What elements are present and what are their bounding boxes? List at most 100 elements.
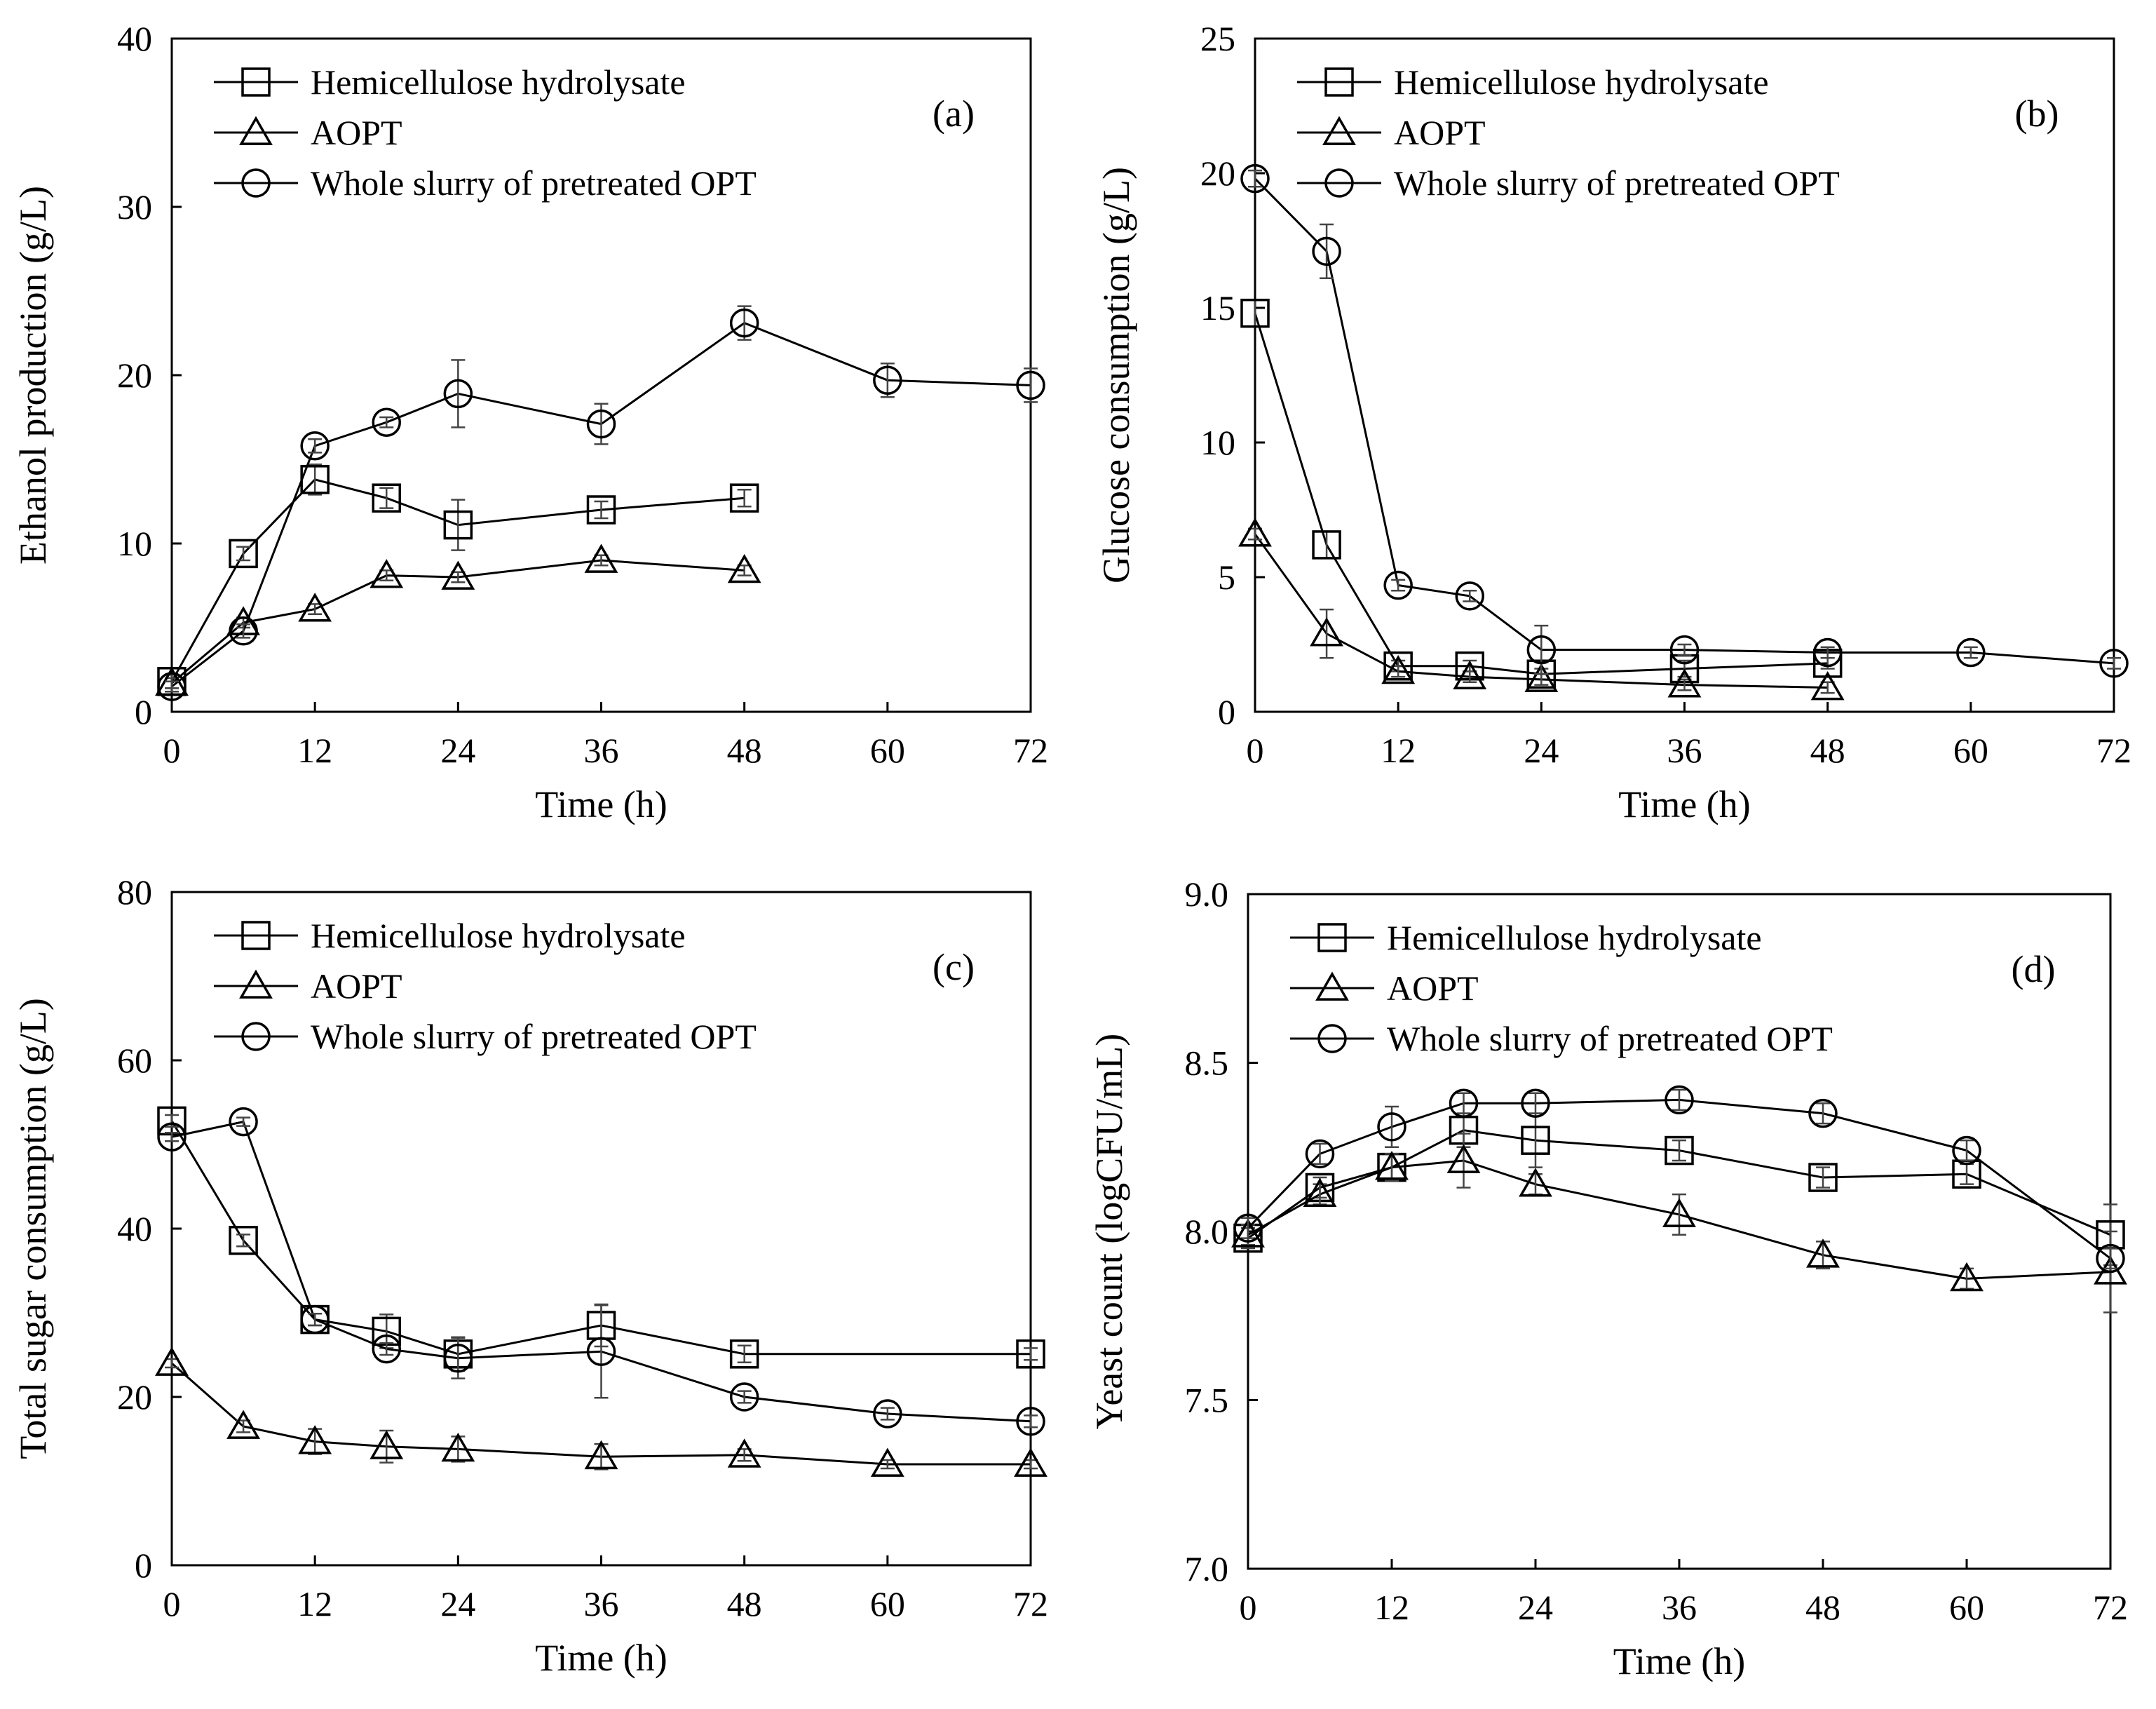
y-tick-label: 80: [117, 872, 152, 912]
data-point: [1240, 298, 1270, 328]
legend-marker: [241, 168, 271, 198]
data-point: [229, 1107, 258, 1137]
data-point: [1519, 1168, 1552, 1197]
data-point: [157, 1122, 187, 1151]
legend-entry: Hemicellulose hydrolysate: [311, 62, 686, 102]
legend-entry: Hemicellulose hydrolysate: [311, 916, 686, 955]
y-tick-label: 20: [117, 356, 152, 395]
x-tick-label: 60: [870, 731, 905, 770]
x-tick-label: 60: [1949, 1588, 1984, 1627]
panel-label: (b): [2015, 93, 2059, 135]
data-point: [372, 483, 401, 513]
legend-marker: [241, 1022, 271, 1051]
y-tick-label: 40: [117, 1209, 152, 1248]
x-tick-label: 0: [1240, 1588, 1257, 1627]
x-tick-label: 0: [163, 731, 181, 770]
data-point: [369, 1430, 404, 1459]
series-triangle: [1238, 518, 1845, 701]
data-point: [729, 1339, 759, 1369]
x-tick-label: 12: [1381, 731, 1416, 770]
data-point: [1956, 637, 1986, 668]
legend-entry: Whole slurry of pretreated OPT: [311, 1017, 757, 1056]
data-point: [300, 1304, 330, 1335]
y-axis-label: Yeast count (logCFU/mL): [1088, 1034, 1130, 1430]
y-tick-label: 15: [1200, 288, 1235, 327]
data-point: [1233, 1213, 1263, 1243]
data-point: [1446, 1144, 1481, 1173]
data-point: [226, 1410, 261, 1439]
data-point: [1377, 1112, 1406, 1142]
data-point: [155, 1346, 189, 1376]
y-tick-label: 40: [117, 19, 152, 58]
legend-marker: [239, 969, 273, 999]
legend-entry: Hemicellulose hydrolysate: [1394, 62, 1769, 102]
data-point: [1016, 1339, 1045, 1369]
x-axis-label: Time (h): [1613, 1640, 1746, 1682]
chart-panel-2: 0 12 24 36 48 60 72 0 5 10 15 20 25 Time (h) Glucose c…: [1095, 19, 2131, 825]
y-tick-label: 0: [135, 1546, 152, 1585]
data-point: [1665, 1085, 1694, 1115]
y-tick-label: 25: [1200, 19, 1235, 58]
y-tick-label: 0: [1218, 692, 1235, 731]
series-triangle: [155, 1346, 1048, 1477]
y-axis-label: Ethanol production (g/L): [12, 186, 54, 565]
data-point: [586, 495, 616, 525]
data-point: [443, 379, 473, 409]
data-point: [727, 553, 761, 583]
x-tick-label: 48: [1810, 731, 1845, 770]
x-tick-label: 48: [727, 1584, 762, 1623]
chart-panel-1: 0 12 24 36 48 60 72 0 10 20 30 40 Time (h) Ethanol pr…: [12, 19, 1048, 825]
y-tick-label: 20: [117, 1377, 152, 1417]
data-point: [1526, 635, 1557, 665]
plot-frame: [1254, 37, 2115, 713]
y-tick-label: 9.0: [1185, 874, 1229, 914]
chart-panel-3: 0 12 24 36 48 60 72 0 20 40 60 80 Time (h) Total suga…: [12, 872, 1048, 1679]
chart-panel-4: 0 12 24 36 48 60 72 7.0 7.5 8.0 8.5 9.0 Time (h) Yeas…: [1088, 874, 2128, 1682]
x-tick-label: 36: [584, 731, 619, 770]
data-point: [157, 672, 187, 701]
data-point: [584, 1440, 618, 1470]
legend-marker: [241, 921, 271, 950]
data-point: [584, 543, 618, 573]
legend: Hemicellulose hydrolysate AOPT Whole slurr…: [1297, 62, 1840, 203]
data-point: [1238, 518, 1272, 547]
data-point: [586, 409, 616, 439]
data-point: [1810, 670, 1845, 701]
x-tick-label: 0: [1247, 731, 1264, 770]
legend-entry: AOPT: [311, 113, 402, 152]
y-tick-label: 10: [117, 524, 152, 563]
legend-marker: [1322, 116, 1356, 145]
y-tick-label: 0: [135, 692, 152, 731]
x-axis-label: Time (h): [1618, 783, 1751, 825]
x-tick-label: 12: [297, 731, 332, 770]
legend-entry: Hemicellulose hydrolysate: [1387, 918, 1762, 957]
y-tick-label: 30: [117, 187, 152, 227]
data-point: [1524, 663, 1559, 692]
legend-entry: AOPT: [1387, 968, 1479, 1008]
series-circle: [1233, 1085, 2125, 1274]
data-point: [441, 560, 475, 590]
legend: Hemicellulose hydrolysate AOPT Whole slurr…: [1290, 918, 1833, 1058]
series-circle: [157, 305, 1045, 701]
data-point: [1455, 581, 1484, 611]
y-axis-label: Total sugar consumption (g/L): [12, 998, 54, 1459]
x-tick-label: 72: [2096, 731, 2131, 770]
x-tick-label: 72: [2093, 1588, 2128, 1627]
data-point: [372, 407, 401, 437]
panel-label: (a): [933, 93, 975, 135]
series-line: [1254, 177, 2115, 665]
data-point: [729, 308, 759, 338]
y-tick-label: 10: [1200, 423, 1235, 462]
data-point: [586, 1337, 616, 1366]
data-point: [1383, 570, 1413, 600]
data-point: [229, 1226, 258, 1255]
legend-marker: [1324, 168, 1354, 198]
series-circle: [1240, 163, 2129, 678]
data-point: [870, 1447, 904, 1477]
legend-entry: AOPT: [311, 966, 402, 1006]
data-point: [369, 559, 404, 588]
data-point: [1014, 1447, 1048, 1477]
y-tick-label: 7.0: [1185, 1549, 1229, 1588]
data-point: [2096, 1243, 2125, 1274]
